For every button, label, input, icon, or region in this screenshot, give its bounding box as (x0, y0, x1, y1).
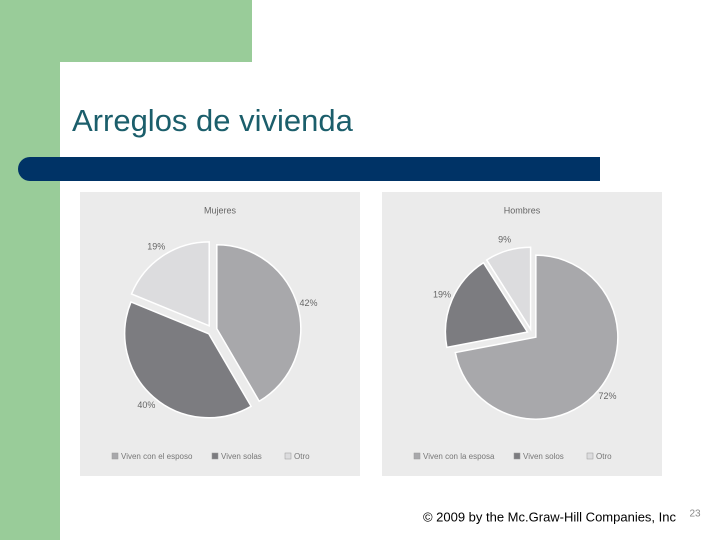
slice-label: 19% (147, 241, 165, 251)
legend-swatch (211, 452, 219, 460)
top-block (0, 0, 252, 62)
legend-label: Otro (596, 452, 612, 461)
legend-swatch (284, 452, 292, 460)
slide-title: Arreglos de vivienda (72, 103, 354, 138)
title-rule (18, 157, 600, 181)
chart-panel (382, 192, 662, 476)
pie-slice (216, 243, 302, 403)
slice-label: 9% (498, 234, 511, 244)
legend-label: Viven con la esposa (423, 452, 495, 461)
footer: © 2009 by the Mc.Graw-Hill Companies, In… (423, 509, 677, 524)
pie-slice (130, 241, 210, 327)
legend-swatch (586, 452, 594, 460)
chart-title: Hombres (504, 205, 541, 215)
legend-swatch (111, 452, 119, 460)
slice-label: 40% (137, 400, 155, 410)
slice-label: 19% (433, 289, 451, 299)
legend-label: Viven con el esposo (121, 452, 193, 461)
slice-label: 42% (300, 298, 318, 308)
pie-slice (444, 261, 529, 349)
side-bar (0, 0, 60, 540)
pie-slice (124, 300, 253, 419)
pie-slice (454, 254, 619, 420)
legend-label: Viven solas (221, 452, 262, 461)
slice-label: 72% (599, 391, 617, 401)
chart-title: Mujeres (204, 205, 237, 215)
legend-label: Viven solos (523, 452, 564, 461)
page-number: 23 (689, 509, 701, 520)
legend-swatch (513, 452, 521, 460)
pie-slice (485, 246, 532, 332)
legend-label: Otro (294, 452, 310, 461)
legend-swatch (413, 452, 421, 460)
